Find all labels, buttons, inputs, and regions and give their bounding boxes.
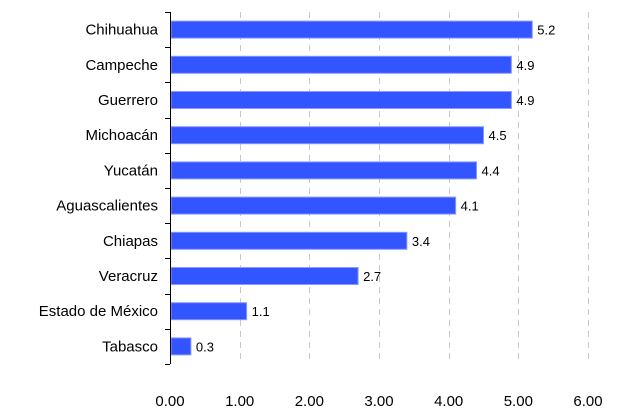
- bar-michoacán: [170, 126, 484, 145]
- category-label: Aguascalientes: [56, 198, 158, 215]
- data-label: 4.5: [489, 128, 507, 143]
- data-labels: 5.2 4.9 4.9 4.5 4.4 4.1 3.4 2.7 1.1 0.3: [196, 23, 555, 355]
- data-label: 1.1: [252, 304, 270, 319]
- y-axis: [165, 12, 171, 365]
- category-label: Chihuahua: [85, 22, 158, 39]
- x-tick-label: 1.00: [225, 393, 254, 410]
- data-label: 5.2: [537, 23, 555, 38]
- bar-tabasco: [170, 337, 192, 356]
- category-label: Campeche: [85, 57, 158, 74]
- data-label: 3.4: [412, 234, 430, 249]
- bar-guerrero: [170, 91, 512, 109]
- x-tick-labels: 0.00 1.00 2.00 3.00 4.00 5.00 6.00: [155, 393, 602, 410]
- x-tick-label: 4.00: [434, 393, 463, 410]
- data-label: 4.1: [461, 199, 479, 214]
- x-tick-label: 5.00: [504, 393, 533, 410]
- bars: [170, 20, 533, 356]
- x-tick-label: 0.00: [155, 393, 184, 410]
- category-label: Veracruz: [99, 268, 158, 285]
- data-label: 2.7: [363, 269, 381, 284]
- category-label: Guerrero: [98, 92, 158, 109]
- category-labels: Chihuahua Campeche Guerrero Michoacán Yucatá…: [39, 22, 159, 356]
- category-label: Estado de México: [39, 303, 158, 320]
- data-label: 4.4: [482, 163, 500, 178]
- bar-chihuahua: [170, 20, 533, 39]
- category-label: Michoacán: [85, 127, 158, 144]
- bar-campeche: [170, 55, 512, 74]
- bar-estado-de-méxico: [170, 302, 248, 321]
- category-label: Chiapas: [103, 233, 158, 250]
- bar-aguascalientes: [170, 196, 457, 215]
- data-label: 0.3: [196, 339, 214, 354]
- data-label: 4.9: [516, 58, 534, 73]
- category-label: Yucatán: [104, 162, 158, 179]
- x-tick-label: 6.00: [573, 393, 602, 410]
- x-tick-label: 3.00: [364, 393, 393, 410]
- data-label: 4.9: [516, 93, 534, 108]
- category-label: Tabasco: [102, 338, 158, 355]
- x-tick-label: 2.00: [295, 393, 324, 410]
- bar-chiapas: [170, 231, 408, 250]
- bar-veracruz: [170, 267, 359, 285]
- bar-yucatán: [170, 161, 478, 180]
